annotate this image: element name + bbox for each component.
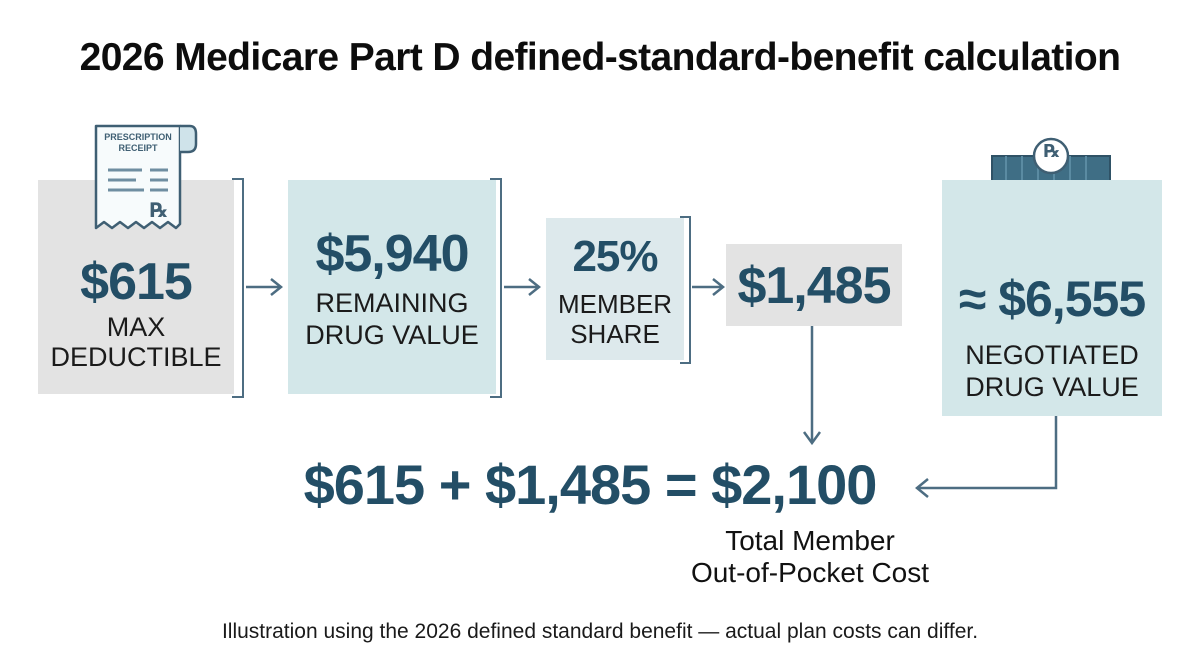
total-label-line2: Out-of-Pocket Cost <box>690 557 930 589</box>
arrow-right-icon <box>244 277 284 297</box>
member-share-value: 25% <box>572 232 658 281</box>
page-title: 2026 Medicare Part D defined-standard-be… <box>79 36 1121 79</box>
arrow-elbow-left-icon <box>912 416 1062 500</box>
deductible-value: $615 <box>80 253 193 311</box>
share-label-line2: SHARE <box>570 319 660 349</box>
negotiated-label-line2: DRUG VALUE <box>965 372 1139 402</box>
receipt-rx-symbol: ℞ <box>150 198 168 222</box>
deductible-bracket <box>232 178 244 398</box>
arrow-down-icon <box>801 326 823 446</box>
arrow-right-icon <box>502 277 542 297</box>
remaining-label-line1: REMAINING <box>315 288 469 318</box>
negotiated-label-line1: NEGOTIATED <box>965 340 1139 370</box>
negotiated-drug-value: ≈ $6,555 <box>958 271 1146 327</box>
remaining-label-line2: DRUG VALUE <box>305 320 479 350</box>
total-label-line1: Total Member <box>725 525 895 556</box>
share-bracket <box>680 216 691 364</box>
pharmacy-rx-symbol: ℞ <box>1043 141 1061 162</box>
deductible-label-line2: DEDUCTIBLE <box>50 342 222 372</box>
remaining-drug-value-box: $5,940 REMAINING DRUG VALUE <box>288 180 496 394</box>
total-label: Total Member Out-of-Pocket Cost <box>660 525 960 589</box>
member-cost-value: $1,485 <box>737 257 891 315</box>
negotiated-drug-value-box: ≈ $6,555 NEGOTIATED DRUG VALUE <box>942 180 1162 416</box>
receipt-icon: PRESCRIPTION RECEIPT ℞ <box>90 118 200 240</box>
total-equation: $615 + $1,485 = $2,100 <box>303 453 878 516</box>
remaining-drug-value: $5,940 <box>315 225 469 283</box>
member-share-box: 25% MEMBER SHARE <box>546 218 684 360</box>
receipt-header-line2: RECEIPT <box>118 143 158 153</box>
deductible-label-line1: MAX <box>106 312 166 342</box>
share-label-line1: MEMBER <box>557 289 673 319</box>
arrow-right-icon <box>690 277 726 297</box>
receipt-header-line1: PRESCRIPTION <box>104 132 172 142</box>
footnote: Illustration using the 2026 defined stan… <box>221 620 979 643</box>
member-cost-box: $1,485 <box>726 244 902 326</box>
remaining-bracket <box>490 178 502 398</box>
